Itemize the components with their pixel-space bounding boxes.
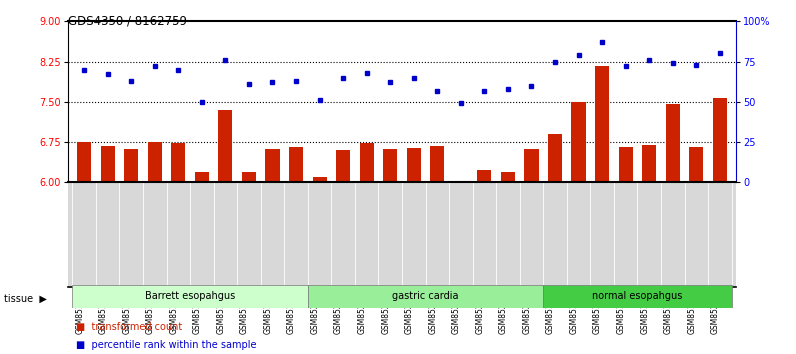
Bar — [383, 149, 397, 182]
Bar — [572, 102, 586, 182]
Bar — [360, 143, 374, 182]
Bar — [313, 177, 326, 182]
Bar — [501, 172, 515, 182]
Bar — [642, 145, 656, 182]
Bar — [242, 172, 256, 182]
Bar — [478, 171, 491, 182]
Bar — [218, 110, 232, 182]
Bar — [665, 104, 680, 182]
Bar — [689, 147, 704, 182]
Bar — [195, 172, 209, 182]
FancyBboxPatch shape — [308, 285, 543, 308]
Text: ■  transformed count: ■ transformed count — [76, 322, 181, 332]
Bar — [618, 147, 633, 182]
Bar — [171, 143, 185, 182]
Bar — [548, 134, 562, 182]
Bar — [712, 98, 727, 182]
Bar — [407, 148, 421, 182]
Text: Barrett esopahgus: Barrett esopahgus — [145, 291, 235, 302]
Bar — [595, 66, 609, 182]
Bar — [100, 146, 115, 182]
Bar — [148, 142, 162, 182]
Text: normal esopahgus: normal esopahgus — [592, 291, 683, 302]
FancyBboxPatch shape — [543, 285, 732, 308]
Bar — [124, 149, 139, 182]
Bar — [430, 146, 444, 182]
Text: gastric cardia: gastric cardia — [392, 291, 458, 302]
Text: GDS4350 / 8162759: GDS4350 / 8162759 — [68, 14, 186, 27]
Bar — [336, 150, 350, 182]
Text: ■  percentile rank within the sample: ■ percentile rank within the sample — [76, 340, 256, 350]
Text: tissue  ▶: tissue ▶ — [4, 294, 47, 304]
Bar — [454, 181, 468, 182]
Bar — [77, 142, 92, 182]
FancyBboxPatch shape — [72, 285, 308, 308]
Bar — [289, 147, 303, 182]
Bar — [525, 149, 539, 182]
Bar — [265, 149, 279, 182]
